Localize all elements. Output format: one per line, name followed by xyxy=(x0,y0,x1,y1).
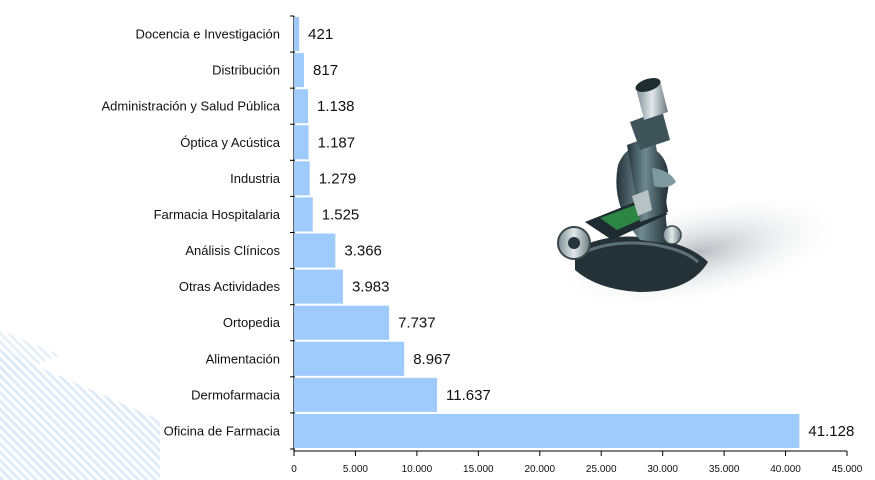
value-label: 1.138 xyxy=(317,98,355,115)
category-label: Análisis Clínicos xyxy=(185,243,280,258)
bar xyxy=(294,413,800,448)
bars xyxy=(294,17,800,448)
category-label: Óptica y Acústica xyxy=(180,135,280,150)
microscope-icon xyxy=(552,78,848,312)
category-label: Industria xyxy=(230,171,281,186)
value-label: 3.983 xyxy=(352,279,390,296)
value-label: 817 xyxy=(313,62,338,79)
category-label: Oficina de Farmacia xyxy=(164,423,281,438)
bar xyxy=(294,377,438,412)
bar xyxy=(294,125,309,160)
value-label: 1.525 xyxy=(322,206,360,223)
value-label: 3.366 xyxy=(344,243,382,260)
category-label: Administración y Salud Pública xyxy=(102,99,281,114)
category-label: Alimentación xyxy=(206,351,280,366)
labels: Docencia e Investigación 421 Distribución 8… xyxy=(102,26,863,475)
value-label: 41.128 xyxy=(808,423,854,440)
value-label: 11.637 xyxy=(446,387,491,404)
category-label: Farmacia Hospitalaria xyxy=(154,207,281,222)
category-label: Dermofarmacia xyxy=(191,387,281,402)
bar xyxy=(294,89,308,124)
bar xyxy=(294,269,343,304)
x-tick-label: 25.000 xyxy=(586,464,617,475)
x-tick-label: 0 xyxy=(291,464,297,475)
bar xyxy=(294,305,390,340)
bar xyxy=(294,17,300,52)
x-tick-label: 45.000 xyxy=(832,464,863,475)
category-label: Distribución xyxy=(212,63,280,78)
x-tick-label: 30.000 xyxy=(647,464,678,475)
bar xyxy=(294,197,313,232)
x-tick-label: 35.000 xyxy=(709,464,740,475)
bar xyxy=(294,53,305,88)
value-label: 1.187 xyxy=(318,134,356,151)
bar xyxy=(294,341,405,376)
bar xyxy=(294,161,310,196)
x-tick-label: 5.000 xyxy=(343,464,368,475)
value-label: 8.967 xyxy=(413,351,451,368)
value-label: 421 xyxy=(308,26,333,43)
bar xyxy=(294,233,336,268)
value-label: 7.737 xyxy=(398,315,436,332)
background-decor xyxy=(0,330,160,480)
category-label: Docencia e Investigación xyxy=(135,27,280,42)
category-label: Otras Actividades xyxy=(179,279,281,294)
value-label: 1.279 xyxy=(319,170,357,187)
x-tick-label: 15.000 xyxy=(463,464,494,475)
x-tick-label: 20.000 xyxy=(524,464,555,475)
x-tick-label: 40.000 xyxy=(770,464,801,475)
x-tick-label: 10.000 xyxy=(402,464,433,475)
category-label: Ortopedia xyxy=(223,315,281,330)
